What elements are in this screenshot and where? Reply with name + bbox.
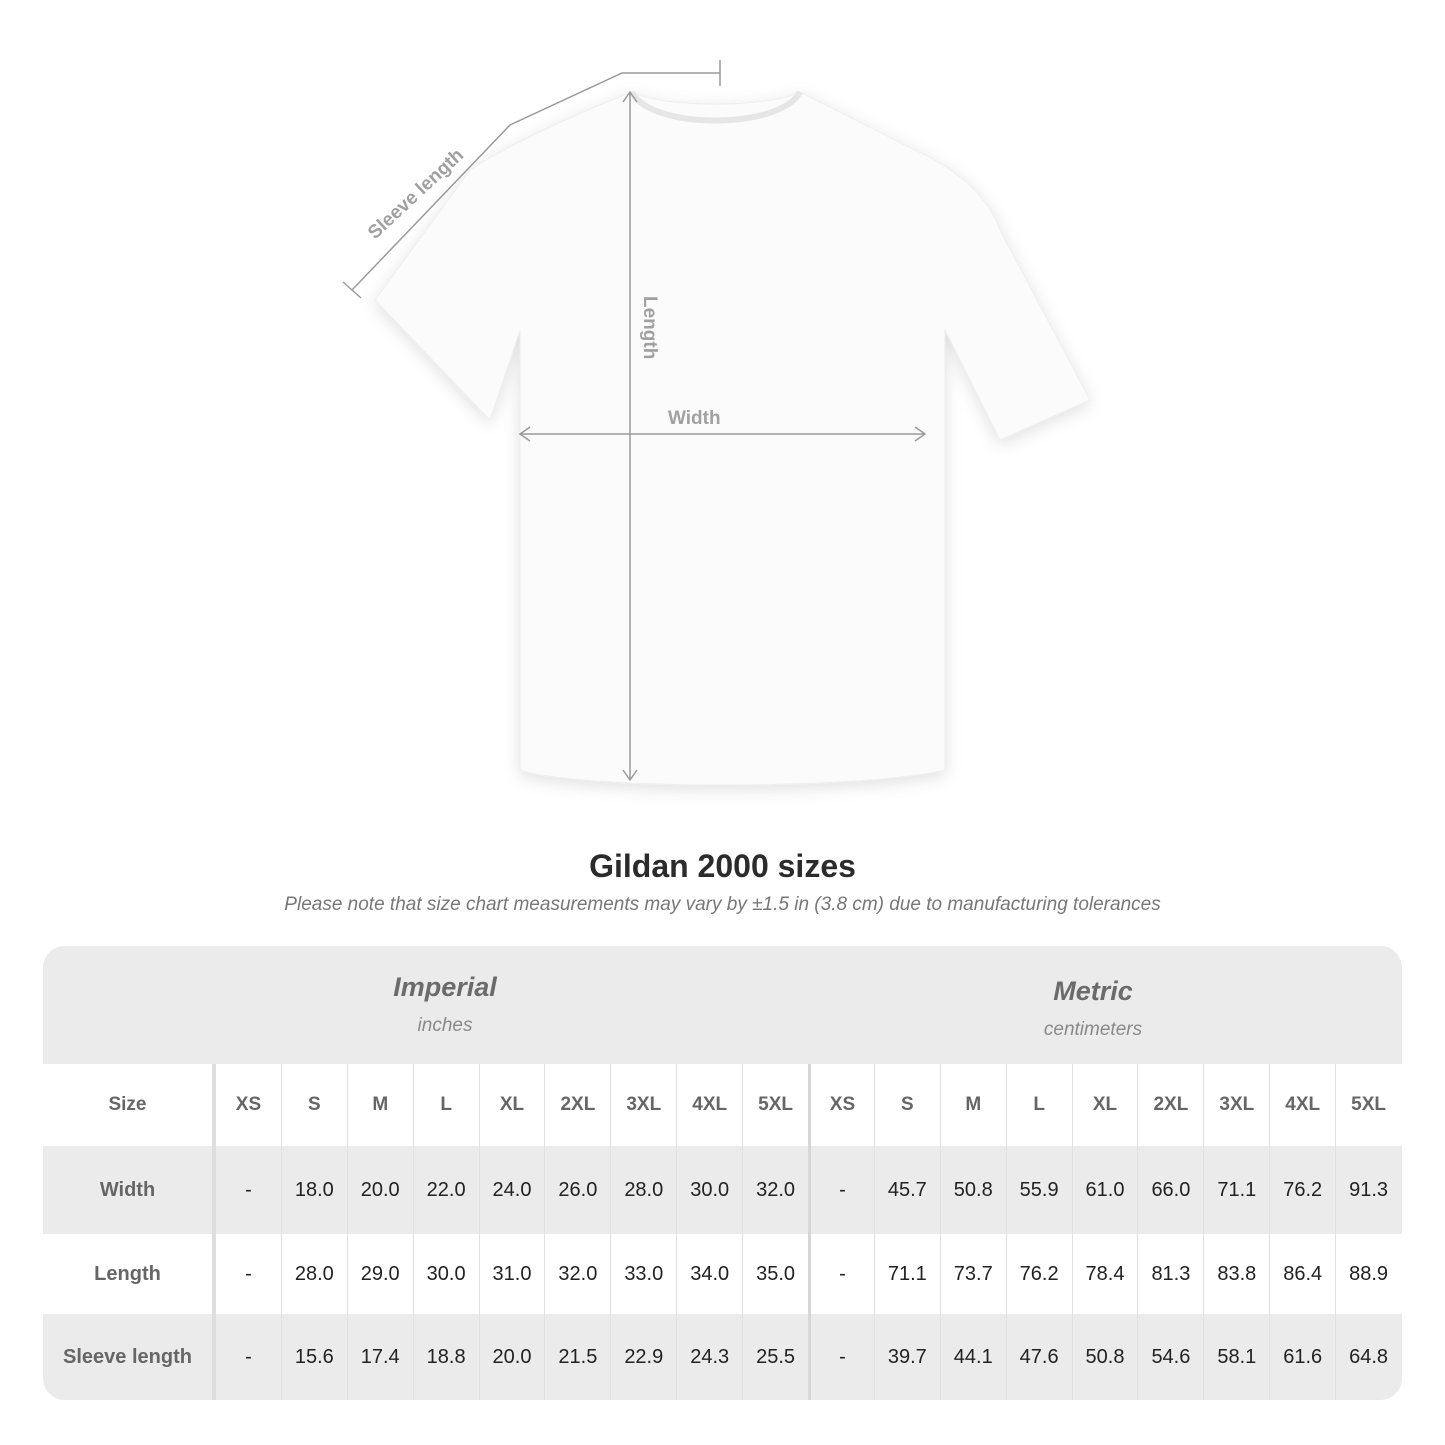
metric-value-cell: 50.8 bbox=[1071, 1314, 1138, 1400]
imperial-value-cell: 20.0 bbox=[478, 1314, 545, 1400]
metric-value-cell: 83.8 bbox=[1203, 1234, 1269, 1314]
imperial-value-cell: 17.4 bbox=[346, 1314, 413, 1400]
imperial-value-cell: 31.0 bbox=[478, 1234, 545, 1314]
metric-value-cell: 55.9 bbox=[1005, 1146, 1072, 1234]
size-cell: 4XL bbox=[1269, 1064, 1335, 1146]
size-cell: L bbox=[412, 1064, 479, 1146]
metric-value-cell: - bbox=[808, 1314, 874, 1400]
metric-value-cell: - bbox=[808, 1146, 874, 1234]
metric-value-cell: 44.1 bbox=[939, 1314, 1006, 1400]
size-cell: S bbox=[280, 1064, 347, 1146]
metric-value-cell: 47.6 bbox=[1005, 1314, 1072, 1400]
imperial-header: Imperial inches bbox=[148, 972, 742, 1037]
row-label: Length bbox=[43, 1234, 215, 1314]
metric-value-cell: 76.2 bbox=[1005, 1234, 1072, 1314]
size-cell: 5XL bbox=[742, 1064, 808, 1146]
metric-value-cell: 45.7 bbox=[873, 1146, 940, 1234]
metric-value-cell: - bbox=[808, 1234, 874, 1314]
imperial-value-cell: 35.0 bbox=[742, 1234, 808, 1314]
size-table: Imperial inches Metric centimeters Size X… bbox=[43, 946, 1402, 1400]
imperial-value-cell: 30.0 bbox=[676, 1146, 742, 1234]
table-header: Imperial inches Metric centimeters bbox=[43, 946, 1402, 1064]
imperial-value-cell: 32.0 bbox=[544, 1234, 610, 1314]
table-row: Length -28.0 29.0 30.0 31.0 32.0 33.0 34.0 35.0-… bbox=[43, 1234, 1402, 1314]
metric-value-cell: 71.1 bbox=[873, 1234, 940, 1314]
metric-value-cell: 76.2 bbox=[1269, 1146, 1335, 1234]
imperial-value-cell: 18.8 bbox=[412, 1314, 479, 1400]
imperial-value-cell: 22.9 bbox=[610, 1314, 676, 1400]
row-label: Width bbox=[43, 1146, 215, 1234]
imperial-value-cell: 22.0 bbox=[412, 1146, 479, 1234]
imperial-value-cell: 33.0 bbox=[610, 1234, 676, 1314]
table-row: Sleeve length -15.6 17.4 18.8 20.0 21.5 22.9 24… bbox=[43, 1314, 1402, 1400]
table-row: Width -18.0 20.0 22.0 24.0 26.0 28.0 30.0 32.0-4… bbox=[43, 1146, 1402, 1234]
size-cell: 5XL bbox=[1335, 1064, 1401, 1146]
metric-value-cell: 78.4 bbox=[1071, 1234, 1138, 1314]
imperial-value-cell: 15.6 bbox=[280, 1314, 347, 1400]
imperial-value-cell: 26.0 bbox=[544, 1146, 610, 1234]
metric-value-cell: 64.8 bbox=[1335, 1314, 1401, 1400]
metric-title: Metric bbox=[1053, 976, 1133, 1006]
imperial-value-cell: 24.3 bbox=[676, 1314, 742, 1400]
imperial-value-cell: 21.5 bbox=[544, 1314, 610, 1400]
size-cell: 3XL bbox=[610, 1064, 676, 1146]
imperial-value-cell: - bbox=[215, 1146, 281, 1234]
metric-header: Metric centimeters bbox=[796, 976, 1390, 1041]
size-cell: S bbox=[873, 1064, 940, 1146]
metric-unit: centimeters bbox=[1043, 1019, 1143, 1040]
size-cell: M bbox=[346, 1064, 413, 1146]
size-cell: 2XL bbox=[1137, 1064, 1203, 1146]
size-cell: XL bbox=[1071, 1064, 1138, 1146]
metric-value-cell: 88.9 bbox=[1335, 1234, 1401, 1314]
imperial-value-cell: 30.0 bbox=[412, 1234, 479, 1314]
width-label: Width bbox=[668, 408, 721, 429]
metric-value-cell: 86.4 bbox=[1269, 1234, 1335, 1314]
imperial-value-cell: 24.0 bbox=[478, 1146, 545, 1234]
metric-value-cell: 91.3 bbox=[1335, 1146, 1401, 1234]
imperial-value-cell: 28.0 bbox=[610, 1146, 676, 1234]
size-cell: XS bbox=[215, 1064, 281, 1146]
metric-value-cell: 39.7 bbox=[873, 1314, 940, 1400]
tolerance-note: Please note that size chart measurements… bbox=[284, 894, 1161, 915]
imperial-value-cell: - bbox=[215, 1314, 281, 1400]
imperial-value-cell: 32.0 bbox=[742, 1146, 808, 1234]
tshirt-shape bbox=[374, 91, 1091, 786]
length-label: Length bbox=[639, 296, 660, 359]
imperial-title: Imperial bbox=[393, 972, 497, 1002]
size-cell: M bbox=[939, 1064, 1006, 1146]
imperial-value-cell: - bbox=[215, 1234, 281, 1314]
size-header-row: Size XS S M L XL 2XL 3XL 4XL 5XL XS S M L XL 2XL 3XL 4XL 5… bbox=[43, 1064, 1402, 1146]
metric-value-cell: 58.1 bbox=[1203, 1314, 1269, 1400]
metric-value-cell: 54.6 bbox=[1137, 1314, 1203, 1400]
metric-value-cell: 66.0 bbox=[1137, 1146, 1203, 1234]
imperial-value-cell: 34.0 bbox=[676, 1234, 742, 1314]
size-label: Size bbox=[43, 1064, 215, 1146]
page-title: Gildan 2000 sizes bbox=[589, 848, 856, 884]
row-label: Sleeve length bbox=[43, 1314, 215, 1400]
metric-value-cell: 81.3 bbox=[1137, 1234, 1203, 1314]
metric-value-cell: 61.6 bbox=[1269, 1314, 1335, 1400]
imperial-value-cell: 28.0 bbox=[280, 1234, 347, 1314]
imperial-value-cell: 20.0 bbox=[346, 1146, 413, 1234]
imperial-value-cell: 25.5 bbox=[742, 1314, 808, 1400]
size-cell: 2XL bbox=[544, 1064, 610, 1146]
tshirt-diagram: Sleeve length Length Width bbox=[342, 60, 1091, 786]
metric-value-cell: 61.0 bbox=[1071, 1146, 1138, 1234]
imperial-value-cell: 18.0 bbox=[280, 1146, 347, 1234]
metric-value-cell: 50.8 bbox=[939, 1146, 1006, 1234]
size-cell: 4XL bbox=[676, 1064, 742, 1146]
size-cell: XS bbox=[808, 1064, 874, 1146]
imperial-unit: inches bbox=[417, 1015, 473, 1036]
imperial-value-cell: 29.0 bbox=[346, 1234, 413, 1314]
size-cell: XL bbox=[478, 1064, 545, 1146]
metric-value-cell: 73.7 bbox=[939, 1234, 1006, 1314]
size-cell: 3XL bbox=[1203, 1064, 1269, 1146]
metric-value-cell: 71.1 bbox=[1203, 1146, 1269, 1234]
size-cell: L bbox=[1005, 1064, 1072, 1146]
